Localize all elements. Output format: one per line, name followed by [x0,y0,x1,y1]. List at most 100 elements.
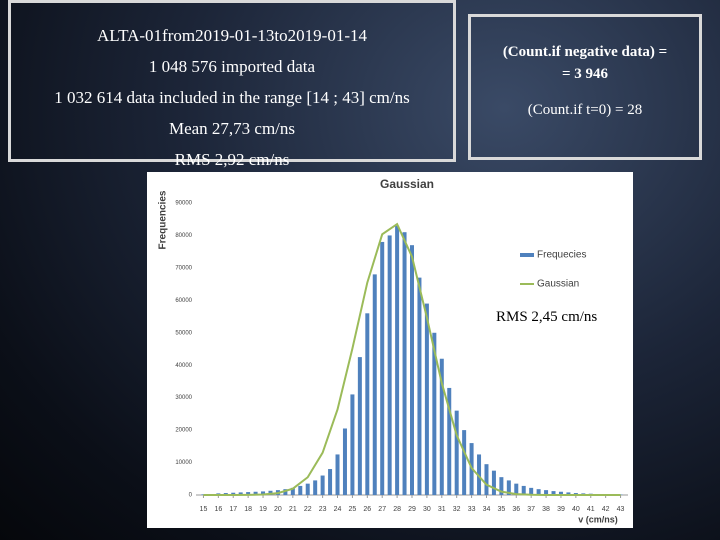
y-tick-label: 70000 [175,265,192,271]
x-tick-label: 36 [512,506,520,513]
bar [372,274,377,495]
bar [231,492,236,495]
bar [402,232,407,495]
x-tick-label: 34 [483,506,491,513]
x-tick-label: 42 [602,506,610,513]
bar [320,475,325,495]
bar [253,491,258,495]
y-tick-label: 20000 [175,428,192,434]
bar [491,470,496,495]
bar [238,492,243,495]
x-tick-label: 31 [438,506,446,513]
bar [439,358,444,495]
x-tick-label: 30 [423,506,431,513]
bar [432,332,437,495]
x-tick-label: 41 [587,506,595,513]
info-line: ALTA-01from2019-01-13to2019-01-14 [97,26,367,45]
bar [551,491,556,495]
legend-label: Gaussian [537,279,579,290]
bar [387,235,392,495]
bar [410,245,414,495]
bar [395,225,400,495]
bar [417,277,422,495]
legend-label: Frequecies [537,250,586,261]
x-tick-label: 26 [363,506,371,513]
chart-title: Gaussian [380,177,434,191]
x-tick-label: 19 [259,506,267,513]
y-tick-label: 90000 [175,201,192,207]
y-tick-label: 60000 [175,298,192,304]
annotation: RMS 2,45 cm/ns [496,309,598,325]
bar [506,480,511,495]
info-line: RMS 2,92 cm/ns [174,150,290,169]
bar [350,394,355,495]
x-tick-label: 25 [349,506,357,513]
x-tick-label: 33 [468,506,476,513]
bar [313,480,318,495]
count-line: = 3 946 [561,66,609,82]
x-tick-label: 16 [214,506,222,513]
bar [290,487,295,495]
y-tick-label: 80000 [175,233,192,239]
bar [566,492,571,495]
count-line: (Count.if t=0) = 28 [527,102,643,118]
x-tick-label: 43 [617,506,625,513]
bar [261,491,266,495]
bar [544,490,549,495]
bar [454,410,459,495]
x-tick-label: 28 [393,506,401,513]
bar [380,241,385,495]
x-tick-label: 21 [289,506,297,513]
bar [499,477,504,495]
bar [558,491,563,495]
y-tick-label: 10000 [175,460,192,466]
bar [283,489,288,495]
line [203,222,621,496]
info-line: 1 048 576 imported data [148,57,316,76]
x-tick-label: 22 [304,506,312,513]
legend-swatch [520,253,534,257]
bar [514,483,519,495]
x-tick-label: 37 [527,506,535,513]
bar [521,485,526,495]
bar [357,357,362,495]
y-tick-label: 0 [189,493,193,499]
y-tick-label: 40000 [175,363,192,369]
y-tick-label: 30000 [175,395,192,401]
bar [477,454,482,495]
info-line: 1 032 614 data included in the range [14… [54,88,410,107]
bar [342,428,347,495]
x-tick-label: 17 [229,506,237,513]
info-line: Mean 27,73 cm/ns [168,119,296,138]
x-tick-label: 32 [453,506,461,513]
x-tick-label: 38 [542,506,550,513]
bar [246,492,251,495]
x-axis-label: v (cm/ns) [578,514,618,524]
y-tick-label: 50000 [175,330,192,336]
count-line: (Count.if negative data) = [502,44,668,60]
bar [529,487,534,495]
x-tick-label: 29 [408,506,416,513]
bar [335,454,340,495]
count-box: (Count.if negative data) = = 3 946 (Coun… [468,14,702,160]
bar [462,430,467,495]
x-tick-label: 39 [557,506,565,513]
bar [328,469,333,495]
info-box: ALTA-01from2019-01-13to2019-01-14 1 048 … [8,0,456,169]
x-tick-label: 15 [200,506,208,513]
y-axis-label: Frequencies [158,190,169,249]
x-tick-label: 40 [572,506,580,513]
bar [305,483,310,495]
bar [424,303,429,495]
bar [365,313,370,495]
x-tick-label: 24 [334,506,342,513]
x-tick-label: 20 [274,506,282,513]
bar [536,489,541,495]
x-tick-label: 35 [497,506,505,513]
x-tick-label: 18 [244,506,252,513]
bar [484,464,489,495]
x-tick-label: 27 [378,506,386,513]
bar [298,485,303,495]
